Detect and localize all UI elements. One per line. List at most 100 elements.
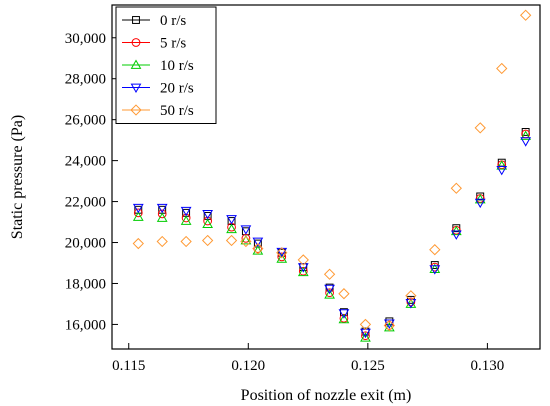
x-axis-title: Position of nozzle exit (m) xyxy=(241,387,412,404)
data-point xyxy=(496,62,508,75)
data-point xyxy=(156,212,168,222)
data-point xyxy=(202,218,214,228)
data-point xyxy=(429,244,441,256)
data-point xyxy=(297,266,309,277)
y-tick-label: 16,000 xyxy=(65,317,106,333)
data-point xyxy=(338,309,350,319)
data-point xyxy=(450,182,462,194)
data-point xyxy=(240,235,252,248)
plot-area-border xyxy=(111,4,541,350)
y-axis-ticks: 16,000 18,000 20,000 22,000 24,000 26,000 28,0… xyxy=(65,31,118,333)
data-point xyxy=(180,235,192,248)
y-axis-title: Static pressure (Pa) xyxy=(9,115,26,239)
data-point xyxy=(405,290,417,302)
x-tick-label: 0.125 xyxy=(351,358,385,374)
legend-label: 10 r/s xyxy=(160,58,194,74)
legend-entry: 50 r/s xyxy=(122,103,194,119)
data-points xyxy=(132,9,532,342)
legend-entry: 0 r/s xyxy=(122,13,186,29)
data-point xyxy=(496,165,508,176)
y-tick-label: 20,000 xyxy=(65,236,106,252)
data-point xyxy=(474,122,486,134)
data-point xyxy=(202,209,214,220)
data-point xyxy=(297,254,309,266)
legend-marker xyxy=(130,104,142,116)
legend-entry: 5 r/s xyxy=(122,36,186,52)
y-tick-label: 22,000 xyxy=(65,195,106,211)
legend-label: 50 r/s xyxy=(160,103,194,119)
data-point xyxy=(180,206,192,217)
data-point xyxy=(405,299,417,309)
legend-label: 0 r/s xyxy=(160,13,186,29)
data-point xyxy=(324,289,335,299)
data-point xyxy=(384,321,394,330)
data-point xyxy=(132,211,144,221)
data-point xyxy=(201,234,214,247)
data-point xyxy=(180,215,192,225)
data-point xyxy=(277,252,287,262)
data-point xyxy=(226,215,237,225)
data-point xyxy=(253,244,263,254)
data-point xyxy=(132,237,144,250)
y-tick-label: 30,000 xyxy=(65,31,106,47)
y-tick-label: 28,000 xyxy=(65,72,106,88)
data-point xyxy=(406,297,416,307)
data-point xyxy=(520,9,532,21)
data-point xyxy=(474,198,486,209)
legend-marker xyxy=(130,83,142,94)
data-point xyxy=(203,216,213,226)
legend-marker xyxy=(131,38,141,47)
series-5-r-s xyxy=(133,129,531,341)
data-point xyxy=(520,130,532,140)
data-point xyxy=(429,265,441,275)
legend-marker xyxy=(132,16,140,24)
data-point xyxy=(156,235,168,248)
data-point xyxy=(361,331,370,341)
data-point xyxy=(156,203,168,214)
data-point xyxy=(360,332,371,342)
data-point xyxy=(338,313,350,324)
legend: 0 r/s 5 r/s 10 r/s 20 r/s 50 r/s xyxy=(115,6,217,124)
legend-entry: 10 r/s xyxy=(122,58,194,74)
legend-marker xyxy=(130,59,142,69)
plot-frame xyxy=(111,4,541,350)
data-point xyxy=(133,208,143,218)
data-point xyxy=(359,318,372,331)
data-point xyxy=(240,234,252,245)
y-tick-label: 18,000 xyxy=(65,276,106,292)
data-point xyxy=(325,288,334,298)
data-point xyxy=(226,223,237,234)
series-20-r-s xyxy=(132,137,532,339)
legend-entry: 20 r/s xyxy=(122,81,194,97)
data-point xyxy=(157,209,167,219)
data-point xyxy=(496,160,508,170)
x-tick-label: 0.120 xyxy=(231,358,265,374)
series-50-r-s xyxy=(132,9,532,332)
data-point xyxy=(276,253,288,263)
series-10-r-s xyxy=(132,130,532,342)
data-point xyxy=(132,203,144,214)
data-point xyxy=(338,288,350,300)
y-tick-label: 24,000 xyxy=(65,154,106,170)
data-point xyxy=(383,319,396,332)
data-point xyxy=(297,263,309,273)
legend-label: 20 r/s xyxy=(160,81,194,97)
x-tick-label: 0.130 xyxy=(471,358,505,374)
series-0-r-s xyxy=(134,128,530,336)
data-point xyxy=(276,247,288,259)
data-point xyxy=(225,234,238,247)
data-point xyxy=(450,230,462,240)
data-point xyxy=(181,213,191,223)
x-axis-ticks: 0.115 0.120 0.125 0.130 xyxy=(112,343,504,374)
data-point xyxy=(323,268,336,280)
data-point xyxy=(252,243,264,255)
data-point xyxy=(429,263,441,274)
data-point xyxy=(240,225,252,235)
y-tick-label: 26,000 xyxy=(65,113,106,129)
data-point xyxy=(252,237,264,248)
data-point xyxy=(324,284,335,295)
legend-label: 5 r/s xyxy=(160,36,186,52)
data-point xyxy=(520,137,532,147)
x-tick-label: 0.115 xyxy=(112,358,145,374)
